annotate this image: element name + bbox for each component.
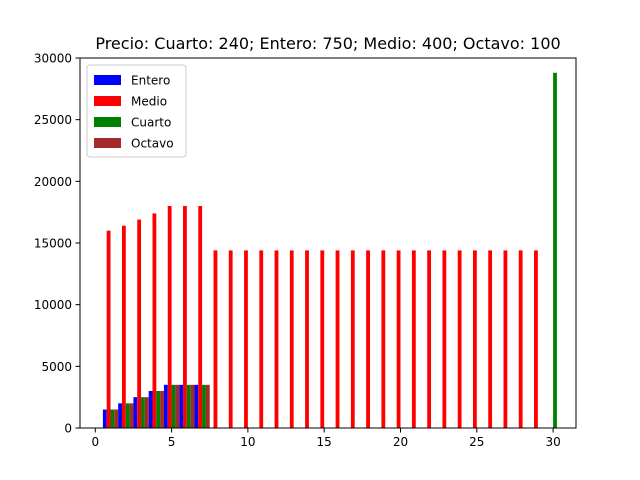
bar-medio-5 bbox=[167, 206, 172, 428]
legend-label-octavo: Octavo bbox=[131, 137, 174, 151]
bar-medio-3 bbox=[137, 219, 142, 428]
legend: Entero Medio Cuarto Octavo bbox=[86, 64, 187, 158]
bar-medio-17 bbox=[350, 250, 355, 428]
x-tick-label: 20 bbox=[393, 435, 408, 449]
bar-medio-24 bbox=[457, 250, 462, 428]
bar-octavo-6 bbox=[190, 384, 195, 428]
x-tick-label: 30 bbox=[545, 435, 560, 449]
chart-title: Precio: Cuarto: 240; Entero: 750; Medio:… bbox=[95, 34, 560, 53]
bar-entero-1 bbox=[102, 409, 107, 428]
bar-medio-8 bbox=[213, 250, 218, 428]
bar-medio-6 bbox=[183, 206, 187, 428]
legend-swatch-cuarto bbox=[94, 117, 121, 127]
bar-medio-27 bbox=[503, 250, 508, 428]
bar-octavo-3 bbox=[144, 397, 149, 428]
bar-octavo-4 bbox=[160, 391, 164, 428]
legend-label-cuarto: Cuarto bbox=[131, 116, 171, 130]
x-tick-label: 25 bbox=[469, 435, 484, 449]
bar-entero-4 bbox=[148, 391, 153, 428]
bar-entero-3 bbox=[133, 397, 138, 428]
bar-cuarto-1 bbox=[110, 409, 115, 428]
bar-cuarto-6 bbox=[186, 384, 191, 428]
bar-medio-11 bbox=[259, 250, 264, 428]
bar-medio-26 bbox=[488, 250, 493, 428]
bar-medio-1 bbox=[106, 230, 111, 428]
bar-cuarto-3 bbox=[141, 397, 145, 428]
bar-medio-12 bbox=[274, 250, 279, 428]
y-tick-label: 0 bbox=[64, 422, 72, 436]
bar-medio-18 bbox=[366, 250, 370, 428]
bar-cuarto-30 bbox=[553, 72, 557, 429]
bar-medio-2 bbox=[121, 225, 126, 428]
bar-octavo-7 bbox=[205, 384, 210, 428]
x-tick-label: 10 bbox=[240, 435, 255, 449]
bar-medio-29 bbox=[534, 250, 538, 428]
bar-medio-15 bbox=[320, 250, 325, 428]
legend-swatch-entero bbox=[94, 75, 121, 85]
bar-medio-20 bbox=[396, 250, 401, 428]
x-axis: 0 5 10 15 20 25 30 bbox=[91, 428, 561, 449]
bar-medio-21 bbox=[411, 250, 416, 428]
bar-medio-23 bbox=[442, 250, 447, 428]
bar-octavo-2 bbox=[129, 403, 134, 428]
bar-medio-4 bbox=[152, 213, 157, 428]
bar-medio-28 bbox=[518, 250, 523, 428]
y-tick-label: 5000 bbox=[41, 360, 72, 374]
bar-medio-10 bbox=[244, 250, 248, 428]
y-tick-label: 10000 bbox=[34, 298, 72, 312]
bars-layer bbox=[102, 72, 557, 429]
bar-medio-25 bbox=[472, 250, 477, 428]
bar-cuarto-4 bbox=[156, 391, 161, 428]
bar-entero-7 bbox=[194, 384, 199, 428]
bar-medio-13 bbox=[289, 250, 294, 428]
bar-cuarto-2 bbox=[125, 403, 130, 428]
x-tick-label: 5 bbox=[168, 435, 176, 449]
x-tick-label: 0 bbox=[91, 435, 99, 449]
y-tick-label: 25000 bbox=[34, 113, 72, 127]
bar-cuarto-7 bbox=[202, 384, 206, 428]
bar-medio-16 bbox=[335, 250, 340, 428]
y-tick-label: 15000 bbox=[34, 237, 72, 251]
legend-label-entero: Entero bbox=[131, 74, 170, 88]
bar-entero-5 bbox=[163, 384, 168, 428]
legend-label-medio: Medio bbox=[131, 95, 167, 109]
legend-swatch-octavo bbox=[94, 138, 121, 148]
bar-entero-2 bbox=[118, 403, 122, 428]
bar-medio-22 bbox=[427, 250, 432, 428]
x-tick-label: 15 bbox=[317, 435, 332, 449]
bar-cuarto-5 bbox=[171, 384, 176, 428]
y-tick-label: 20000 bbox=[34, 175, 72, 189]
y-axis: 0 5000 10000 15000 20000 25000 30000 bbox=[34, 52, 80, 436]
bar-medio-19 bbox=[381, 250, 386, 428]
bar-medio-9 bbox=[228, 250, 233, 428]
bar-medio-7 bbox=[198, 206, 203, 428]
bar-entero-6 bbox=[179, 384, 184, 428]
legend-frame bbox=[86, 64, 187, 158]
bar-medio-14 bbox=[305, 250, 309, 428]
legend-swatch-medio bbox=[94, 96, 121, 106]
bar-octavo-5 bbox=[175, 384, 180, 428]
y-tick-label: 30000 bbox=[34, 52, 72, 66]
bar-octavo-1 bbox=[114, 409, 119, 428]
